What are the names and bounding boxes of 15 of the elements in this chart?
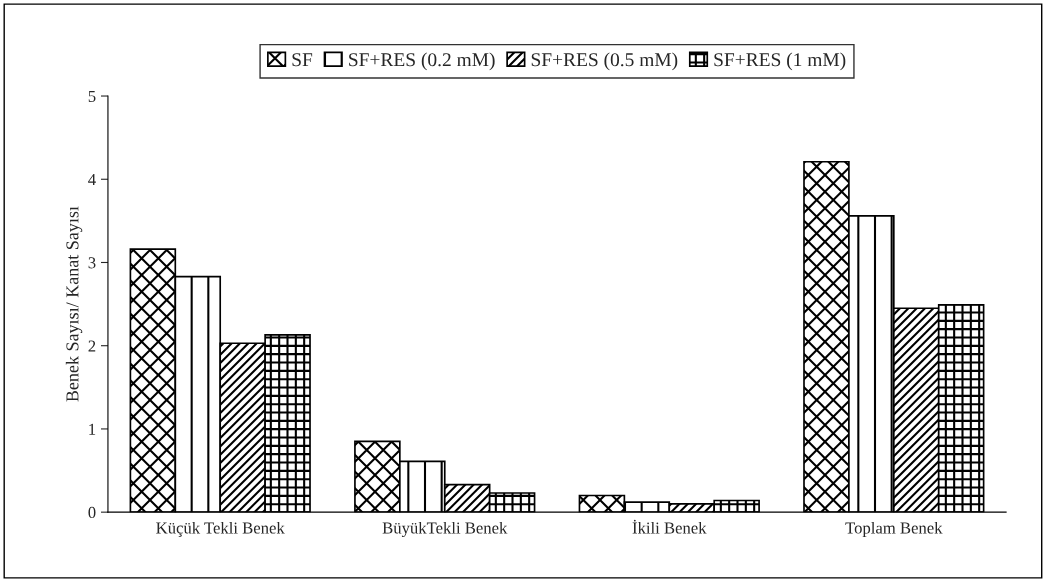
y-tick-label: 5 — [88, 90, 96, 102]
x-tick-label: BüyükTekli Benek — [382, 521, 508, 538]
x-tick-label: İkili Benek — [632, 519, 707, 534]
y-tick-label: 3 — [88, 257, 96, 269]
y-axis-title: Benek Sayısı/ Kanat Sayısı — [65, 206, 83, 402]
y-tick-label: 2 — [88, 340, 96, 352]
legend-label: SF+RES (0.2 mM) — [349, 52, 495, 71]
legend-label: SF+RES (0.5 mM) — [531, 52, 678, 71]
legend-label: SF — [292, 53, 313, 67]
y-tick-label: 0 — [88, 506, 96, 519]
y-tick-label: 1 — [89, 423, 96, 435]
x-tick-label: Küçük Tekli Benek — [156, 521, 285, 537]
y-tick-label: 4 — [88, 174, 96, 186]
legend-label: SF+RES (1 mM) — [714, 52, 846, 71]
x-tick-label: Toplam Benek — [845, 521, 943, 537]
